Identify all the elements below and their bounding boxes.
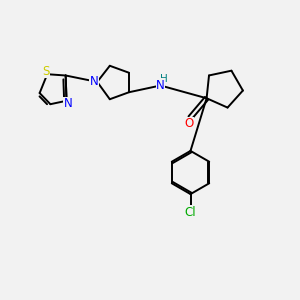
Text: Cl: Cl [185, 206, 196, 219]
Text: N: N [156, 79, 165, 92]
Text: O: O [184, 117, 193, 130]
Text: H: H [160, 74, 168, 84]
Text: N: N [64, 97, 72, 110]
Text: S: S [42, 65, 50, 78]
Text: N: N [90, 75, 99, 88]
